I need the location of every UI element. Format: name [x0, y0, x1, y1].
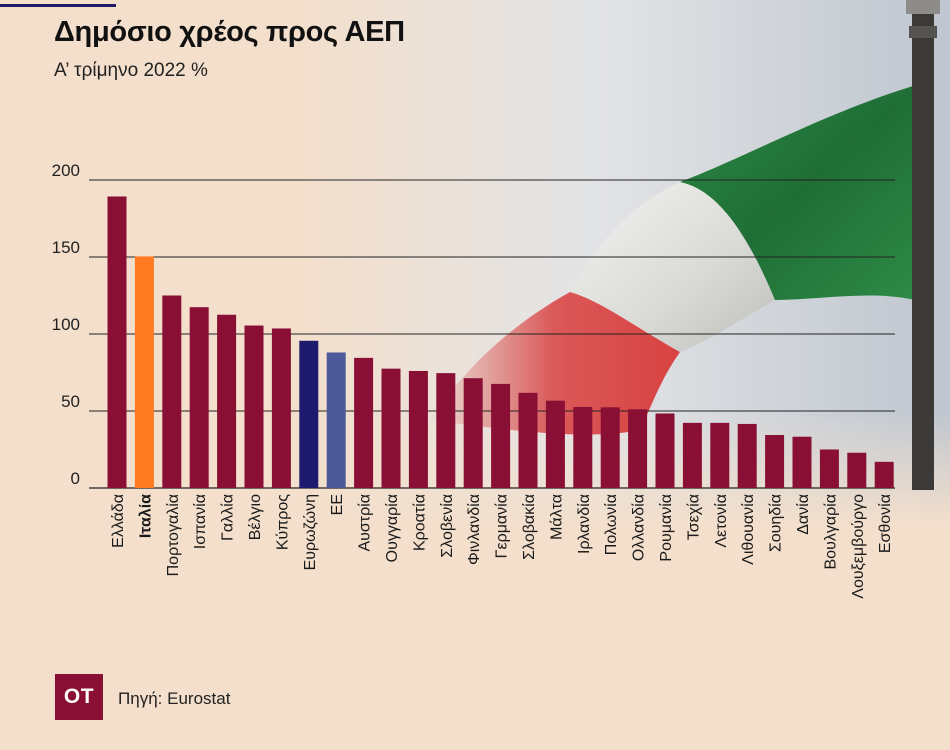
- x-tick-label: Ιρλανδία: [576, 494, 593, 554]
- x-axis-labels: Ελλάδα Ιταλία Πορτογαλία Ισπανία Γαλλία Βέλγι…: [110, 494, 894, 599]
- bar-26: [819, 449, 839, 488]
- bar-15: [518, 392, 538, 488]
- x-tick-label: Σλοβακία: [521, 494, 538, 560]
- x-tick-label: Κροατία: [411, 494, 428, 551]
- y-tick-label: 50: [61, 392, 80, 411]
- y-axis-ticks: 0 50 100 150 200: [52, 161, 80, 488]
- x-tick-label: Βέλγιο: [247, 494, 264, 540]
- x-tick-label: ΕΕ: [329, 494, 346, 515]
- x-tick-label: Φινλανδία: [466, 494, 483, 565]
- x-tick-label: Λιθουανία: [740, 494, 757, 565]
- bar-2: [162, 295, 182, 488]
- bar-23: [737, 423, 757, 488]
- bars: [107, 196, 894, 488]
- x-tick-label: Ισπανία: [192, 494, 209, 549]
- y-tick-label: 0: [71, 469, 80, 488]
- y-tick-label: 200: [52, 161, 80, 180]
- bar-3: [189, 307, 209, 488]
- x-tick-label: Λουξεμβούργο: [850, 494, 867, 599]
- y-tick-label: 100: [52, 315, 80, 334]
- x-tick-label: Δανία: [795, 494, 812, 535]
- x-tick-label: Σουηδία: [768, 494, 785, 552]
- bar-22: [710, 422, 730, 488]
- bar-19: [628, 409, 648, 488]
- header-accent-line: [0, 4, 116, 7]
- bar-4: [217, 314, 237, 488]
- chart-subtitle: Α’ τρίμηνο 2022 %: [54, 60, 208, 81]
- x-tick-label: Κύπρος: [274, 494, 291, 550]
- x-tick-label: Πολωνία: [603, 494, 620, 555]
- x-tick-label: Ελλάδα: [110, 494, 127, 548]
- x-tick-label: Ουγγαρία: [384, 494, 401, 562]
- bar-21: [682, 422, 702, 488]
- bar-9: [354, 357, 374, 488]
- bar-7: [299, 340, 319, 488]
- x-tick-label: Αυστρία: [357, 494, 374, 552]
- bar-20: [655, 413, 675, 488]
- x-tick-label: Βουλγαρία: [822, 494, 839, 569]
- bar-5: [244, 325, 264, 488]
- bar-0: [107, 196, 127, 488]
- x-tick-label: Ρουμανία: [658, 494, 675, 562]
- x-tick-label: Σλοβενία: [439, 494, 456, 558]
- x-tick-label: Γαλλία: [220, 494, 237, 541]
- chart-title: Δημόσιο χρέος προς ΑΕΠ: [54, 16, 405, 48]
- y-tick-label: 150: [52, 238, 80, 257]
- bar-1: [134, 256, 154, 488]
- source-note: Πηγή: Eurostat: [118, 689, 231, 708]
- bar-8: [326, 352, 346, 488]
- publisher-logo: ΟΤ: [55, 674, 103, 720]
- x-tick-label: Εσθονία: [877, 494, 894, 553]
- x-tick-label: Τσεχία: [685, 494, 702, 540]
- bar-10: [381, 368, 401, 488]
- bar-12: [436, 373, 456, 488]
- bar-27: [847, 452, 867, 488]
- bar-13: [463, 378, 483, 488]
- bar-18: [600, 407, 620, 488]
- x-tick-label: Πορτογαλία: [165, 494, 182, 576]
- bar-14: [491, 383, 511, 488]
- bar-17: [573, 406, 593, 488]
- x-tick-label: Ιταλία: [137, 494, 154, 538]
- x-tick-label: Γερμανία: [494, 494, 511, 558]
- bar-25: [792, 436, 812, 488]
- bar-11: [408, 370, 428, 488]
- bar-6: [271, 328, 291, 488]
- bar-28: [874, 461, 894, 488]
- x-tick-label: Ολλανδία: [631, 494, 648, 561]
- x-tick-label: Λετονία: [713, 494, 730, 548]
- bar-24: [765, 435, 785, 488]
- x-tick-label: Μάλτα: [548, 494, 565, 540]
- x-tick-label: Ευρωζώνη: [302, 494, 319, 570]
- bar-16: [545, 400, 565, 488]
